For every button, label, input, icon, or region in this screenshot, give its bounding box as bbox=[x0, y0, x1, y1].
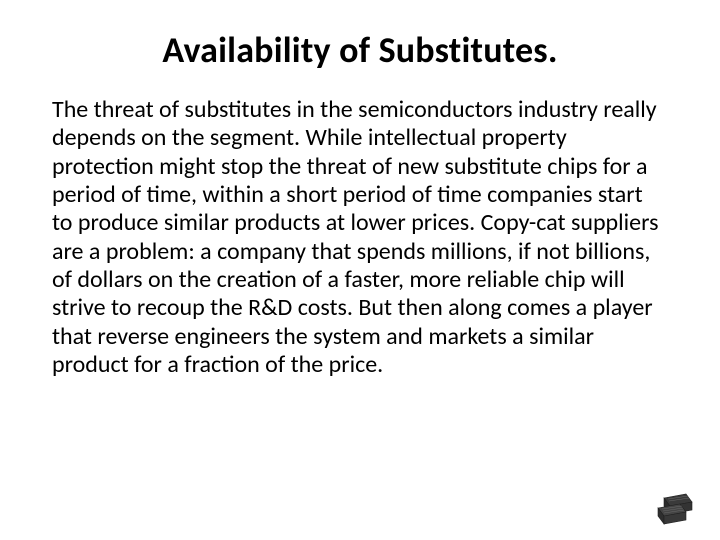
chip-stack-icon bbox=[652, 490, 700, 526]
slide-container: Availability of Substitutes. The threat … bbox=[0, 0, 720, 540]
slide-body-text: The threat of substitutes in the semicon… bbox=[48, 96, 672, 379]
slide-title: Availability of Substitutes. bbox=[48, 28, 672, 72]
